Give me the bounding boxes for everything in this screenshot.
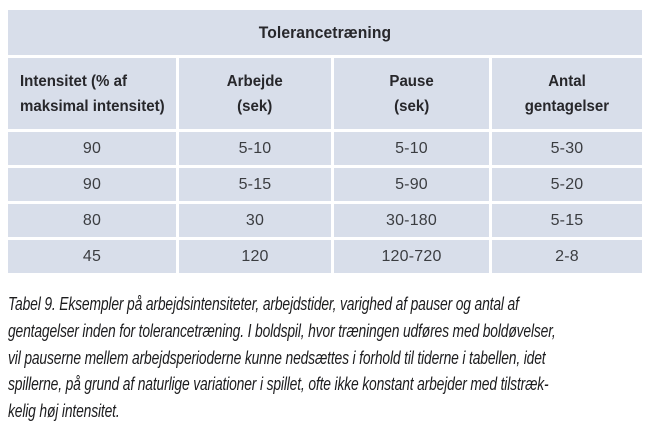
table-cell-r2-intensity: 90 (8, 168, 176, 201)
header-pause-line2: (sek) (393, 97, 430, 115)
table-cell-r2-repetitions: 5-20 (492, 168, 642, 201)
table-caption: Tabel 9. Eksempler på arbejdsintensitete… (8, 291, 642, 425)
table-cell-r1-work: 5-10 (179, 132, 331, 165)
header-repetitions-line2: gentagelser (524, 97, 610, 115)
table-cell-r1-repetitions: 5-30 (492, 132, 642, 165)
table-cell-r4-intensity: 45 (8, 240, 176, 273)
table-cell-r4-repetitions: 2-8 (492, 240, 642, 273)
caption-line-3: vil pauserne mellem arbejdsperioderne ku… (8, 347, 546, 368)
table-cell-r4-work: 120 (179, 240, 331, 273)
caption-line-5: kelig høj intensitet. (8, 401, 120, 422)
tolerance-training-table: Tolerancetræning Intensitet (% af maksim… (8, 10, 642, 273)
caption-line-1: Tabel 9. Eksempler på arbejdsintensitete… (8, 294, 519, 314)
caption-line-4: spillerne, på grund af naturlige variati… (8, 374, 549, 395)
header-cell-intensity: Intensitet (% af maksimal intensitet) (8, 58, 176, 129)
header-work-line1: Arbejde (226, 72, 283, 90)
header-work-line2: (sek) (237, 97, 273, 115)
table-cell-r2-pause: 5-90 (334, 168, 489, 201)
table-cell-r3-work: 30 (179, 204, 331, 237)
header-intensity-line1: Intensitet (% af (20, 72, 127, 90)
caption-line-2: gentagelser inden for tolerancetræning. … (8, 320, 556, 341)
table-cell-r3-repetitions: 5-15 (492, 204, 642, 237)
header-cell-work: Arbejde (sek) (179, 58, 331, 129)
table-title: Tolerancetræning (258, 22, 392, 42)
table-cell-r1-intensity: 90 (8, 132, 176, 165)
header-cell-pause: Pause (sek) (334, 58, 489, 129)
header-repetitions-line1: Antal (548, 72, 586, 90)
table-cell-r4-pause: 120-720 (334, 240, 489, 273)
header-intensity-line2: maksimal intensitet) (20, 97, 165, 115)
table-cell-r3-intensity: 80 (8, 204, 176, 237)
table-title-row: Tolerancetræning (8, 10, 642, 55)
table-cell-r2-work: 5-15 (179, 168, 331, 201)
header-cell-repetitions: Antal gentagelser (492, 58, 642, 129)
table-cell-r3-pause: 30-180 (334, 204, 489, 237)
table-cell-r1-pause: 5-10 (334, 132, 489, 165)
header-pause-line1: Pause (389, 72, 434, 90)
